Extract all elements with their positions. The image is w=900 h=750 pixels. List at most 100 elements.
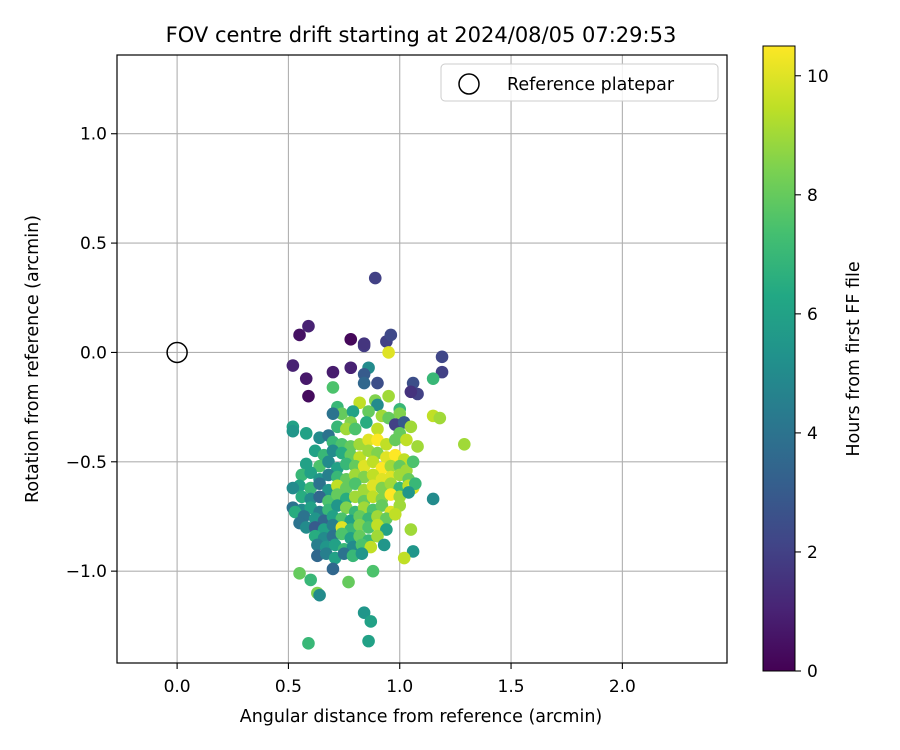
- data-point: [404, 523, 418, 536]
- data-point: [335, 407, 349, 420]
- data-point: [313, 588, 326, 602]
- data-point: [326, 365, 340, 379]
- data-point: [433, 411, 447, 425]
- data-point: [302, 637, 315, 650]
- data-point: [371, 422, 384, 436]
- data-point: [357, 368, 371, 381]
- data-point: [404, 420, 418, 434]
- data-point: [435, 365, 449, 379]
- data-point: [313, 477, 326, 490]
- legend-open-circle-icon: [458, 73, 480, 95]
- data-point: [360, 416, 373, 429]
- data-point: [435, 350, 449, 364]
- data-point: [326, 407, 340, 420]
- x-axis-ticks: 0.0 0.5 1.0 1.5 2.0: [164, 663, 636, 697]
- data-point: [286, 481, 300, 495]
- colorbar: [762, 45, 796, 672]
- data-point: [457, 437, 471, 451]
- y-axis-ticks: 1.0 0.5 0.0 −0.5 −1.0: [66, 125, 117, 582]
- data-point: [366, 455, 380, 469]
- data-point: [382, 346, 395, 359]
- data-point: [384, 328, 398, 342]
- data-point: [299, 427, 313, 440]
- data-point: [364, 540, 378, 554]
- x-tick-label: 0.5: [275, 677, 302, 697]
- data-point: [322, 455, 335, 469]
- legend-box: [440, 63, 719, 102]
- y-tick-label: 0.0: [80, 343, 107, 363]
- data-point: [388, 507, 402, 521]
- chart-title: FOV centre drift starting at 2024/08/05 …: [166, 23, 677, 47]
- data-point: [286, 359, 300, 372]
- legend-label: Reference platepar: [507, 75, 675, 95]
- x-axis-label: Angular distance from reference (arcmin): [240, 707, 603, 727]
- y-axis-label: Rotation from reference (arcmin): [23, 215, 43, 503]
- data-point: [340, 422, 353, 436]
- data-point: [299, 521, 313, 534]
- data-point: [397, 551, 411, 565]
- colorbar-tick-label: 2: [807, 543, 818, 563]
- data-point: [348, 459, 362, 473]
- data-point: [409, 477, 422, 490]
- data-point: [406, 545, 420, 558]
- data-point: [344, 361, 358, 375]
- data-point: [293, 567, 306, 580]
- data-point: [400, 433, 413, 447]
- data-point: [299, 372, 313, 385]
- data-point: [326, 562, 340, 576]
- data-point: [404, 385, 418, 399]
- colorbar-ticks: 0 2 4 6 8 10: [795, 67, 829, 682]
- data-point: [388, 433, 402, 447]
- data-point: [426, 372, 440, 385]
- data-points: [286, 271, 471, 650]
- y-tick-label: −0.5: [66, 453, 107, 473]
- y-tick-label: 1.0: [80, 125, 107, 145]
- data-point: [342, 575, 355, 589]
- data-point: [402, 486, 415, 499]
- data-point: [357, 337, 371, 350]
- data-point: [382, 389, 395, 403]
- x-tick-label: 1.5: [498, 677, 525, 697]
- data-point: [348, 477, 362, 490]
- data-point: [357, 606, 371, 619]
- data-point: [426, 492, 440, 506]
- data-point: [348, 422, 362, 436]
- y-tick-label: 0.5: [80, 234, 107, 254]
- data-point: [362, 634, 375, 648]
- data-point: [357, 376, 371, 390]
- data-point: [344, 333, 358, 346]
- data-point: [355, 547, 369, 560]
- data-point: [377, 538, 391, 552]
- data-point: [304, 466, 317, 480]
- data-point: [286, 424, 300, 438]
- grid: [117, 55, 727, 663]
- data-point: [346, 405, 360, 418]
- data-point: [371, 398, 384, 412]
- data-point: [362, 405, 375, 418]
- data-point: [366, 564, 380, 578]
- data-point: [368, 271, 382, 285]
- data-point: [411, 440, 424, 453]
- data-point: [302, 389, 315, 403]
- data-point: [406, 455, 420, 469]
- data-point: [293, 328, 306, 342]
- data-point: [384, 459, 398, 473]
- data-point: [364, 615, 378, 628]
- colorbar-tick-label: 6: [807, 305, 818, 325]
- data-point: [371, 529, 384, 543]
- colorbar-tick-label: 0: [807, 662, 818, 682]
- data-point: [371, 376, 384, 390]
- y-tick-label: −1.0: [66, 562, 107, 582]
- legend: Reference platepar: [440, 63, 719, 102]
- x-tick-label: 0.0: [164, 677, 191, 697]
- data-point: [375, 499, 389, 512]
- colorbar-tick-label: 4: [807, 424, 818, 444]
- data-point: [326, 381, 340, 394]
- x-tick-label: 1.0: [386, 677, 413, 697]
- colorbar-tick-label: 10: [807, 67, 829, 87]
- reference-platepar-marker: [166, 341, 188, 364]
- data-point: [353, 396, 366, 410]
- data-point: [304, 573, 317, 587]
